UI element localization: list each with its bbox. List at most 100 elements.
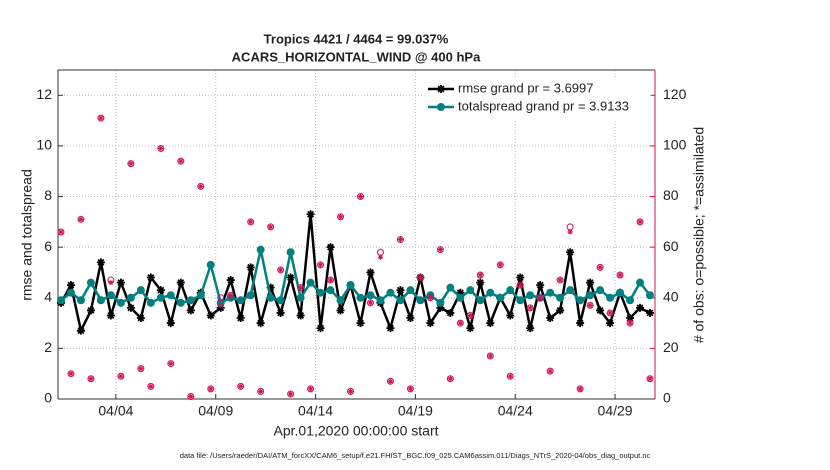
- y-tick-label: 12: [36, 86, 52, 102]
- point: [517, 282, 523, 288]
- legend-label: rmse grand pr = 3.6997: [458, 80, 594, 95]
- point: [346, 281, 355, 290]
- point: [66, 281, 75, 290]
- point: [367, 300, 374, 306]
- point: [156, 293, 165, 302]
- point: [416, 274, 424, 282]
- point: [66, 288, 75, 297]
- point: [187, 392, 195, 400]
- point: [506, 286, 515, 295]
- x-axis-label: Apr.01,2020 00:00:00 start: [273, 423, 438, 439]
- point: [386, 377, 394, 385]
- point: [277, 266, 285, 274]
- point: [136, 314, 145, 323]
- point: [297, 285, 304, 291]
- point: [208, 386, 214, 392]
- point: [77, 215, 85, 223]
- point: [476, 271, 484, 279]
- point: [366, 291, 375, 300]
- point: [296, 293, 305, 302]
- point: [336, 296, 345, 305]
- point: [116, 278, 125, 287]
- point: [636, 218, 644, 226]
- point: [287, 390, 295, 398]
- point: [376, 296, 385, 305]
- point: [236, 314, 245, 323]
- y-tick-label: 0: [44, 390, 52, 406]
- point: [157, 144, 165, 152]
- point: [586, 278, 595, 287]
- point: [146, 273, 155, 282]
- point: [136, 286, 145, 295]
- point: [207, 385, 215, 393]
- point: [607, 310, 613, 316]
- point: [556, 293, 565, 302]
- point: [218, 302, 224, 308]
- point: [198, 183, 204, 190]
- point: [646, 308, 655, 317]
- point: [176, 298, 185, 307]
- point: [258, 388, 264, 395]
- point: [158, 145, 164, 152]
- point: [466, 311, 474, 319]
- y-tick-label: 10: [36, 137, 52, 153]
- point: [327, 277, 334, 283]
- point: [576, 319, 585, 328]
- y-tick-label: 8: [44, 187, 52, 203]
- point: [467, 312, 473, 319]
- point: [116, 298, 125, 307]
- y2-tick-label: 80: [663, 187, 679, 203]
- y-tick-label: 4: [44, 288, 52, 304]
- point: [268, 224, 274, 230]
- point: [457, 320, 463, 326]
- point: [577, 386, 583, 392]
- point: [106, 291, 115, 300]
- point: [566, 248, 575, 257]
- point: [386, 288, 395, 297]
- point: [307, 386, 314, 392]
- point: [556, 306, 565, 315]
- point: [148, 383, 154, 389]
- point: [496, 261, 504, 269]
- y2-tick-label: 120: [663, 86, 687, 102]
- point: [537, 295, 543, 301]
- point: [636, 278, 645, 287]
- point: [288, 391, 294, 397]
- point: [526, 324, 535, 333]
- point: [307, 385, 315, 393]
- point: [646, 291, 655, 300]
- point: [556, 276, 564, 284]
- point: [407, 386, 414, 392]
- point: [616, 271, 624, 279]
- point: [58, 229, 64, 235]
- point: [126, 303, 135, 312]
- point: [286, 273, 295, 282]
- point: [278, 267, 284, 273]
- point: [567, 229, 573, 235]
- chart-title: Tropics 4421 / 4464 = 99.037%: [264, 31, 449, 46]
- point: [606, 309, 614, 317]
- y2-tick-label: 0: [663, 390, 671, 406]
- point: [646, 375, 654, 383]
- point: [476, 296, 485, 305]
- point: [596, 306, 605, 315]
- point: [576, 296, 585, 305]
- point: [536, 294, 544, 302]
- point: [227, 291, 235, 299]
- point: [266, 283, 275, 292]
- point: [247, 218, 255, 226]
- point: [606, 319, 615, 328]
- point: [406, 286, 415, 295]
- point: [256, 319, 265, 328]
- y2-tick-label: 20: [663, 339, 679, 355]
- point: [627, 320, 633, 326]
- x-tick-label: 04/04: [98, 403, 133, 419]
- point: [306, 210, 315, 219]
- point: [557, 277, 563, 283]
- point: [446, 375, 454, 383]
- point: [316, 288, 325, 297]
- point: [76, 326, 85, 335]
- point: [78, 216, 84, 222]
- point: [238, 383, 244, 389]
- point: [456, 293, 465, 302]
